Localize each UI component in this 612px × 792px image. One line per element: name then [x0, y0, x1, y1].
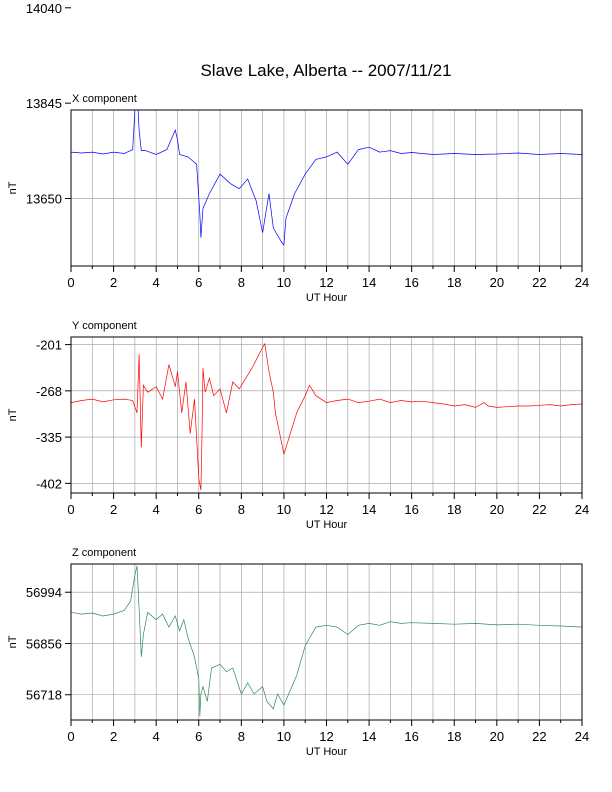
x-tick-label: 18 — [447, 502, 461, 517]
panel-title: Y component — [72, 320, 137, 332]
y-tick-label: -201 — [36, 338, 62, 353]
x-tick-label: 2 — [110, 502, 117, 517]
x-tick-label: 14 — [362, 275, 376, 290]
y-tick-labels: 13650 13845 14040 — [26, 1, 62, 207]
x-tick-label: 22 — [532, 729, 546, 744]
x-tick-label: 14 — [362, 502, 376, 517]
x-tick-label: 18 — [447, 275, 461, 290]
y-tick-label: 56856 — [26, 636, 62, 651]
x-tick-label: 18 — [447, 729, 461, 744]
x-tick-label: 22 — [532, 502, 546, 517]
x-tick-label: 4 — [153, 729, 160, 744]
x-tick-label: 0 — [67, 729, 74, 744]
data-series-line — [70, 565, 583, 717]
x-tick-label: 20 — [490, 275, 504, 290]
x-tick-label: 24 — [575, 729, 589, 744]
y-axis-label: nT — [7, 181, 19, 194]
figure-title: Slave Lake, Alberta -- 2007/11/21 — [200, 61, 451, 80]
y-component-panel: Y component 0 2 4 6 8 10 12 14 16 18 20 22 24 -201-2… — [7, 320, 589, 531]
x-tick-label: 24 — [575, 502, 589, 517]
x-tick-label: 0 — [67, 275, 74, 290]
y-tick-label: 56718 — [26, 688, 62, 703]
tick-marks — [65, 591, 583, 726]
x-tick-label: 14 — [362, 729, 376, 744]
x-tick-labels: 0 2 4 6 8 10 12 14 16 18 20 22 24 — [67, 729, 589, 744]
x-tick-label: 2 — [110, 275, 117, 290]
x-tick-labels: 0 2 4 6 8 10 12 14 16 18 20 22 24 — [67, 275, 589, 290]
y-tick-label: 14040 — [26, 1, 62, 16]
y-tick-label: 13650 — [26, 192, 62, 207]
x-tick-label: 10 — [277, 729, 291, 744]
y-tick-label: 13845 — [26, 96, 62, 111]
z-component-panel: Z component 0 2 4 6 8 10 12 14 16 18 20 22 24 567185… — [7, 547, 589, 758]
x-tick-labels: 0 2 4 6 8 10 12 14 16 18 20 22 24 — [67, 502, 589, 517]
x-tick-label: 12 — [319, 502, 333, 517]
y-tick-label: -268 — [36, 384, 62, 399]
y-axis-label: nT — [7, 635, 19, 648]
x-tick-label: 12 — [319, 729, 333, 744]
x-tick-label: 20 — [490, 729, 504, 744]
x-tick-label: 6 — [195, 502, 202, 517]
x-axis-label: UT Hour — [306, 519, 348, 531]
y-tick-labels: 56718 56856 56994 — [26, 585, 62, 703]
grid — [71, 564, 582, 720]
panel-title: Z component — [72, 547, 136, 559]
data-series-line — [70, 342, 583, 491]
x-tick-label: 16 — [404, 275, 418, 290]
x-tick-label: 8 — [238, 729, 245, 744]
y-tick-label: -335 — [36, 430, 62, 445]
x-tick-label: 6 — [195, 729, 202, 744]
grid — [71, 110, 582, 266]
x-tick-label: 20 — [490, 502, 504, 517]
x-tick-label: 22 — [532, 275, 546, 290]
x-tick-label: 4 — [153, 502, 160, 517]
panel-title: X component — [72, 93, 137, 105]
tick-marks — [65, 7, 583, 272]
x-tick-label: 16 — [404, 729, 418, 744]
y-axis-label: nT — [7, 408, 19, 421]
x-tick-label: 12 — [319, 275, 333, 290]
x-tick-label: 24 — [575, 275, 589, 290]
x-tick-label: 6 — [195, 275, 202, 290]
x-tick-label: 2 — [110, 729, 117, 744]
x-tick-label: 10 — [277, 275, 291, 290]
x-tick-label: 0 — [67, 502, 74, 517]
x-tick-label: 10 — [277, 502, 291, 517]
grid — [71, 337, 582, 493]
x-tick-label: 8 — [238, 502, 245, 517]
x-component-panel: X component 0 2 4 6 8 10 12 14 16 18 20 22 24 136501… — [7, 1, 589, 304]
x-axis-label: UT Hour — [306, 292, 348, 304]
y-tick-labels: -201 -268 -335 -402 — [36, 338, 62, 492]
y-tick-label: 56994 — [26, 585, 62, 600]
tick-marks — [65, 344, 583, 499]
x-tick-label: 16 — [404, 502, 418, 517]
x-axis-label: UT Hour — [306, 746, 348, 758]
x-tick-label: 8 — [238, 275, 245, 290]
y-tick-label: -402 — [36, 476, 62, 491]
x-tick-label: 4 — [153, 275, 160, 290]
